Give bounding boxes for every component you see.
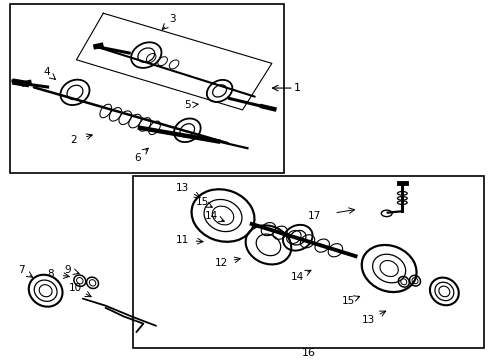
Text: 8: 8 <box>47 269 54 279</box>
Text: 3: 3 <box>170 14 176 24</box>
Text: 15: 15 <box>342 296 355 306</box>
Text: 12: 12 <box>215 258 228 268</box>
Text: 15: 15 <box>196 197 209 207</box>
Text: 11: 11 <box>176 235 189 245</box>
Text: 13: 13 <box>362 315 375 325</box>
Text: 10: 10 <box>69 283 81 293</box>
Text: 17: 17 <box>308 211 321 221</box>
Text: 14: 14 <box>291 272 304 282</box>
Text: 13: 13 <box>176 183 189 193</box>
Text: 9: 9 <box>65 265 72 275</box>
Text: 16: 16 <box>301 348 316 358</box>
Text: 5: 5 <box>184 100 191 110</box>
Text: 14: 14 <box>205 211 219 221</box>
Bar <box>10 4 284 172</box>
Text: 6: 6 <box>134 153 141 162</box>
Text: 1: 1 <box>294 84 301 93</box>
Text: 4: 4 <box>44 67 50 77</box>
Bar <box>133 176 485 348</box>
Text: 7: 7 <box>18 265 24 275</box>
Text: 2: 2 <box>71 135 77 145</box>
